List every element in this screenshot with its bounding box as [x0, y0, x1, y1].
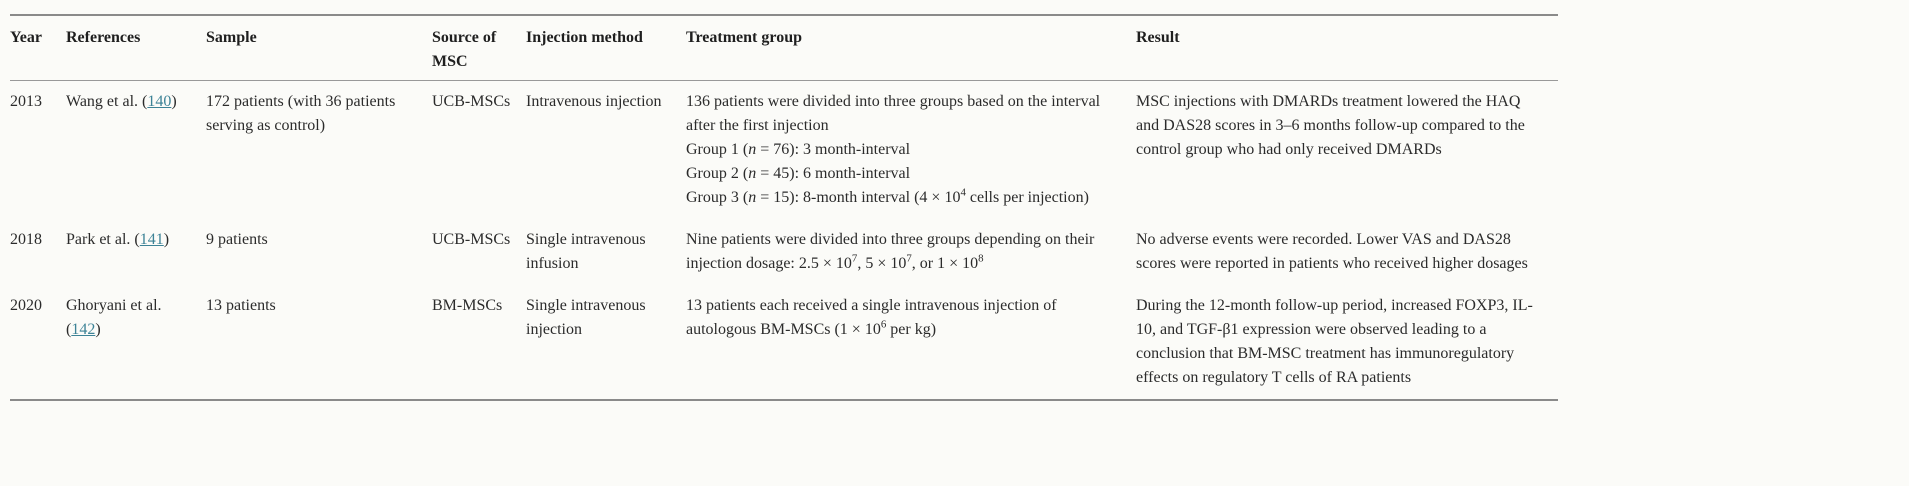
reference-pre: Wang et al. (	[66, 93, 148, 110]
reference-pre: Park et al. (	[66, 231, 140, 248]
table-row: 2018 Park et al. (141) 9 patients UCB-MS…	[10, 219, 1558, 285]
cell-year: 2020	[10, 297, 42, 314]
cell-sample: 9 patients	[206, 231, 268, 248]
reference-pre: Ghoryani et al. (	[66, 297, 162, 338]
reference-number-link[interactable]: 141	[139, 231, 164, 248]
cell-sample: 172 patients (with 36 patients serving a…	[206, 93, 396, 134]
table-row: 2013 Wang et al. (140) 172 patients (wit…	[10, 81, 1558, 220]
clinical-studies-table-container: Year References Sample Source of MSC Inj…	[10, 14, 1909, 401]
table-row: 2020 Ghoryani et al. (142) 13 patients B…	[10, 285, 1558, 400]
reference-number-link[interactable]: 142	[71, 321, 96, 338]
cell-year: 2013	[10, 93, 42, 110]
header-references: References	[66, 15, 206, 81]
header-year: Year	[10, 15, 66, 81]
cell-references: Park et al. (141)	[66, 219, 206, 285]
cell-result: During the 12-month follow-up period, in…	[1136, 297, 1533, 386]
reference-number-link[interactable]: 140	[147, 93, 172, 110]
cell-source-of-msc: UCB-MSCs	[432, 231, 511, 248]
treatment-group-line: Group 3 (n = 15): 8-month interval (4 × …	[686, 186, 1089, 206]
reference-post: )	[95, 321, 101, 338]
treatment-group-line: Group 1 (n = 76): 3 month-interval	[686, 141, 911, 158]
clinical-studies-table: Year References Sample Source of MSC Inj…	[10, 14, 1558, 401]
cell-treatment-group: 136 patients were divided into three gro…	[686, 81, 1136, 220]
header-sample: Sample	[206, 15, 432, 81]
reference-post: )	[171, 93, 177, 110]
cell-injection-method: Intravenous injection	[526, 93, 662, 110]
treatment-group-line: 13 patients each received a single intra…	[686, 297, 1057, 338]
cell-year: 2018	[10, 231, 42, 248]
table-header: Year References Sample Source of MSC Inj…	[10, 15, 1558, 81]
cell-result: MSC injections with DMARDs treatment low…	[1136, 93, 1525, 158]
cell-treatment-group: 13 patients each received a single intra…	[686, 285, 1136, 400]
cell-injection-method: Single intravenous infusion	[526, 231, 646, 272]
header-row: Year References Sample Source of MSC Inj…	[10, 15, 1558, 81]
reference-post: )	[163, 231, 170, 248]
cell-result: No adverse events were recorded. Lower V…	[1136, 231, 1528, 272]
header-source-of-msc: Source of MSC	[432, 15, 526, 81]
cell-treatment-group: Nine patients were divided into three gr…	[686, 219, 1136, 285]
header-injection-method: Injection method	[526, 15, 686, 81]
header-result: Result	[1136, 15, 1558, 81]
cell-source-of-msc: BM-MSCs	[432, 297, 503, 314]
cell-sample: 13 patients	[206, 297, 276, 314]
treatment-group-line: 136 patients were divided into three gro…	[686, 93, 1101, 134]
cell-references: Wang et al. (140)	[66, 81, 206, 220]
cell-source-of-msc: UCB-MSCs	[432, 93, 511, 110]
treatment-group-line: Group 2 (n = 45): 6 month-interval	[686, 165, 911, 182]
header-treatment-group: Treatment group	[686, 15, 1136, 81]
treatment-group-line: Nine patients were divided into three gr…	[686, 231, 1095, 272]
cell-references: Ghoryani et al. (142)	[66, 285, 206, 400]
table-body: 2013 Wang et al. (140) 172 patients (wit…	[10, 81, 1558, 401]
cell-injection-method: Single intravenous injection	[526, 297, 646, 338]
